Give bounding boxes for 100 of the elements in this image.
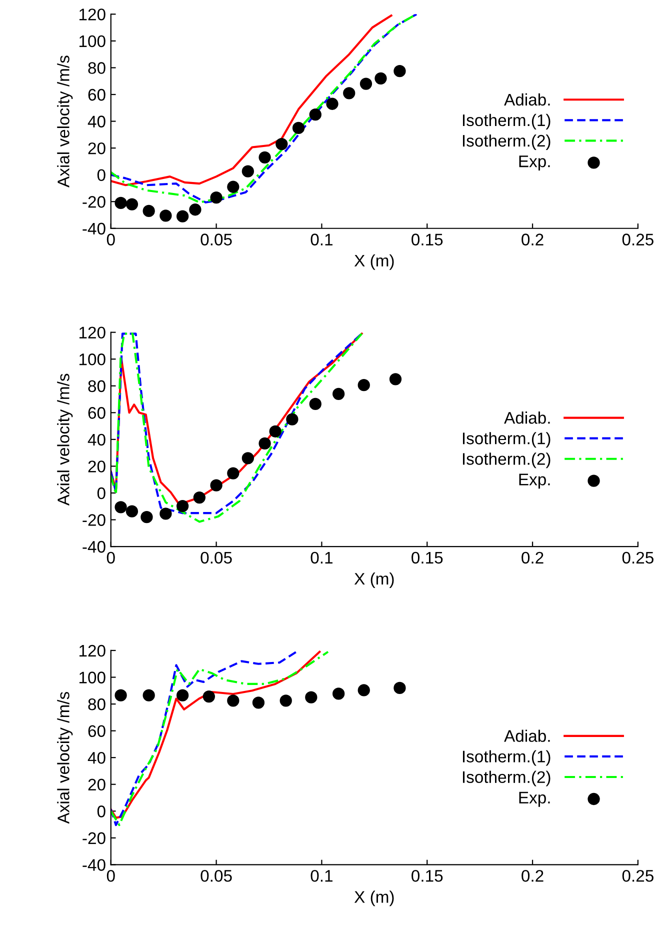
x-axis-title: X (m): [354, 254, 394, 270]
line-series: [110, 14, 392, 186]
x-tick-label: 0.05: [200, 234, 232, 246]
point: [374, 72, 387, 85]
legend-label: Adiab.: [504, 412, 550, 424]
point: [326, 98, 338, 110]
point: [252, 696, 265, 709]
y-tick-label: 80: [88, 62, 106, 74]
point: [210, 479, 222, 492]
point: [176, 689, 189, 702]
point: [160, 210, 172, 222]
y-tick-label: 20: [88, 142, 106, 154]
x-tick-label: 0.25: [622, 234, 654, 246]
point: [140, 511, 153, 524]
x-tick-label: 0.1: [310, 870, 332, 882]
x-tick-label: 0: [106, 552, 115, 564]
y-tick-label: -40: [82, 540, 106, 553]
y-axis-title: Axial velocity /m/s: [57, 692, 73, 824]
point: [227, 467, 240, 480]
y-tick-label: 100: [79, 672, 106, 684]
x-tick-label: 0.05: [200, 870, 232, 882]
y-tick-label: 100: [79, 35, 106, 48]
y-tick-label: -20: [82, 196, 106, 208]
point: [202, 690, 215, 703]
point: [142, 204, 155, 218]
y-tick-label: 20: [88, 460, 106, 472]
point: [358, 684, 370, 696]
point: [114, 501, 127, 514]
point: [242, 165, 254, 178]
y-tick-label: 60: [88, 407, 106, 419]
point: [142, 689, 155, 702]
legend-label: Adiab.: [504, 93, 550, 106]
point: [227, 694, 240, 707]
point: [305, 691, 318, 704]
y-tick-label: 40: [88, 116, 106, 128]
y-tick-label: 120: [79, 326, 106, 339]
x-tick-label: 0: [106, 234, 115, 246]
y-axis-title: Axial velocity /m/s: [57, 374, 73, 506]
y-tick-label: 60: [88, 88, 106, 101]
x-axis-title: X (m): [354, 572, 394, 588]
legend-label: Isotherm.(2): [462, 134, 550, 150]
x-tick-label: 0.25: [622, 552, 654, 564]
point: [343, 87, 356, 100]
legend-label: Exp.: [519, 474, 550, 489]
point: [258, 437, 271, 450]
point: [227, 180, 240, 193]
point: [309, 398, 322, 410]
legend-label: Isotherm.(2): [462, 452, 550, 468]
point: [126, 505, 138, 518]
y-tick-label: 0: [97, 487, 106, 500]
y-tick-label: 120: [79, 8, 106, 20]
x-tick-label: 0.2: [522, 552, 544, 564]
x-tick-label: 0.05: [200, 552, 232, 564]
y-tick-label: 40: [88, 434, 106, 446]
y-tick-label: 40: [88, 752, 106, 764]
point: [280, 694, 292, 707]
x-tick-label: 0.2: [522, 870, 544, 882]
y-tick-label: -40: [82, 859, 106, 871]
point: [126, 198, 138, 210]
y-tick-label: 120: [79, 644, 106, 657]
point: [258, 151, 271, 164]
y-tick-label: 60: [88, 725, 106, 738]
point: [242, 452, 254, 464]
line-series: [110, 14, 418, 204]
point: [309, 108, 322, 121]
y-tick-label: -40: [82, 222, 106, 235]
x-tick-label: 0.15: [412, 552, 443, 564]
y-axis-title: Axial velocity /m/s: [57, 56, 73, 188]
y-tick-label: 0: [97, 169, 106, 182]
point: [114, 689, 127, 702]
point: [389, 373, 402, 386]
point: [210, 192, 222, 204]
legend-label: Exp.: [519, 156, 550, 171]
legend-label: Isotherm.(1): [462, 114, 550, 130]
point: [358, 379, 370, 392]
point: [332, 688, 345, 700]
x-tick-label: 0.15: [412, 870, 443, 882]
y-tick-label: 80: [88, 698, 106, 710]
point: [276, 138, 288, 150]
point: [176, 500, 189, 512]
point: [394, 65, 406, 78]
point: [292, 122, 305, 134]
point: [269, 425, 282, 438]
y-tick-label: 20: [88, 778, 106, 791]
point: [114, 196, 127, 210]
point: [189, 204, 202, 216]
point: [394, 682, 406, 694]
x-tick-label: 0.1: [310, 234, 332, 246]
x-tick-label: 0.1: [310, 552, 332, 564]
legend-label: Isotherm.(2): [462, 770, 550, 786]
point: [332, 388, 345, 400]
x-tick-label: 0.25: [622, 870, 654, 882]
y-tick-label: 100: [79, 354, 106, 366]
point: [176, 210, 189, 222]
legend-label: Isotherm.(1): [462, 432, 550, 448]
y-tick-label: -20: [82, 832, 106, 844]
y-tick-label: 80: [88, 380, 106, 392]
legend-label: Isotherm.(1): [462, 750, 550, 766]
legend-label: Exp.: [519, 792, 550, 807]
x-tick-label: 0.2: [522, 234, 544, 246]
